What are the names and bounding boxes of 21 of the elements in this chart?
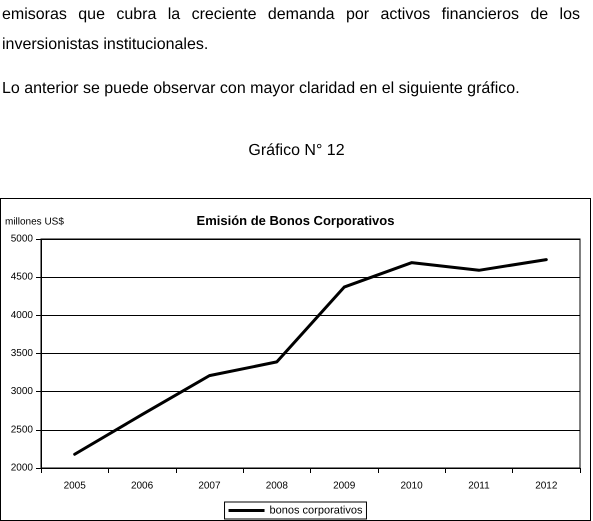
y-tick-label: 2000 — [10, 462, 34, 474]
chart-title: Emisión de Bonos Corporativos — [196, 213, 394, 228]
x-tick-label: 2010 — [400, 480, 424, 492]
x-tick-label: 2007 — [198, 480, 221, 492]
x-tick-label: 2005 — [64, 480, 86, 492]
y-axis-title: millones US$ — [5, 216, 64, 228]
x-tick-label: 2008 — [266, 480, 288, 492]
y-tick-label: 5000 — [10, 234, 34, 244]
legend-label: bonos corporativos — [270, 504, 363, 516]
x-tick-label: 2006 — [130, 480, 154, 492]
y-tick-label: 3500 — [10, 348, 34, 359]
y-tick-label: 3000 — [10, 386, 34, 398]
y-tick-label: 4500 — [10, 272, 34, 283]
x-tick-label: 2012 — [535, 480, 558, 492]
x-tick-label: 2009 — [333, 480, 356, 492]
text: Lo anterior se puede observar con mayor claridad en el siguiente gráfico. — [2, 79, 521, 99]
y-tick-label: 4000 — [10, 310, 34, 321]
text: Gráfico N° 12 — [247, 142, 346, 160]
text: emisoras que cubra la creciente demanda por activos financieros de los inversionistas institucionales. — [2, 5, 580, 55]
y-tick-label: 2500 — [10, 424, 34, 436]
x-tick-label: 2011 — [468, 480, 490, 492]
